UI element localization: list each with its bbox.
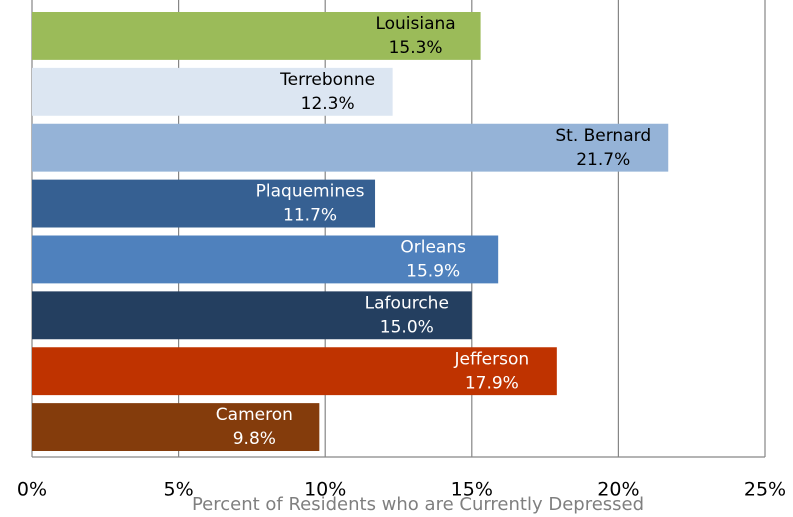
category-label: St. Bernard <box>555 126 651 146</box>
value-label: 15.3% <box>389 38 443 58</box>
category-label: Orleans <box>400 238 466 258</box>
bar <box>32 12 481 60</box>
bar <box>32 291 472 340</box>
category-label: Plaquemines <box>256 182 365 202</box>
value-label: 15.9% <box>406 262 460 282</box>
x-tick-label: 25% <box>744 479 786 501</box>
x-tick-label: 15% <box>451 479 493 501</box>
category-label: Jefferson <box>453 349 529 369</box>
category-label: Louisiana <box>375 14 455 34</box>
bar <box>32 179 376 228</box>
x-tick-label: 0% <box>17 479 47 501</box>
value-label: 11.7% <box>283 206 337 226</box>
category-label: Lafourche <box>365 293 449 313</box>
bar <box>32 123 669 172</box>
bar <box>32 235 499 284</box>
bar <box>32 347 557 396</box>
value-label: 21.7% <box>576 150 630 170</box>
value-label: 15.0% <box>380 317 434 337</box>
value-label: 9.8% <box>233 429 276 449</box>
value-label: 12.3% <box>301 94 355 114</box>
x-tick-label: 5% <box>164 479 194 501</box>
x-tick-label: 20% <box>597 479 639 501</box>
value-label: 17.9% <box>465 373 519 393</box>
bar <box>32 403 320 451</box>
category-label: Cameron <box>216 405 293 425</box>
x-axis-title: Percent of Residents who are Currently D… <box>192 494 644 515</box>
x-tick-label: 10% <box>304 479 346 501</box>
bar <box>32 67 393 116</box>
category-label: Terrebonne <box>279 70 375 90</box>
